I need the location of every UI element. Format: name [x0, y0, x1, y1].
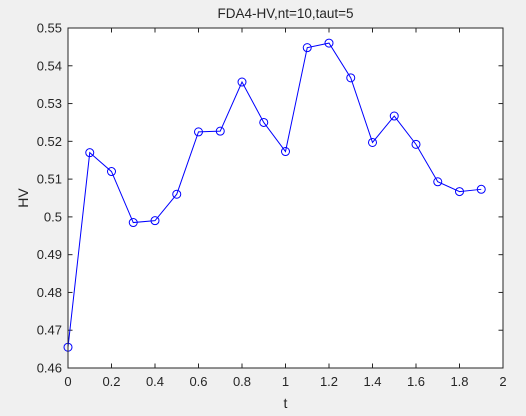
y-tick-label: 0.54	[37, 58, 62, 73]
data-point-marker	[128, 218, 138, 228]
x-tick-label: 1.8	[450, 374, 468, 389]
data-point-marker	[346, 73, 356, 83]
x-tick-label: 1.2	[320, 374, 338, 389]
data-point-marker	[215, 126, 225, 136]
data-point-marker	[433, 177, 443, 187]
x-tick-label: 2	[499, 374, 506, 389]
x-tick-label: 1.6	[407, 374, 425, 389]
x-tick-label: 0.6	[189, 374, 207, 389]
data-point-marker	[476, 184, 486, 194]
data-point-marker	[302, 43, 312, 53]
x-tick-label: 0.4	[146, 374, 164, 389]
data-point-marker	[172, 189, 182, 199]
plot-area	[68, 28, 503, 368]
y-tick-label: 0.51	[37, 172, 62, 187]
data-point-marker	[150, 216, 160, 226]
x-axis-label: t	[284, 395, 288, 411]
y-tick-label: 0.53	[37, 96, 62, 111]
x-tick-label: 0.8	[233, 374, 251, 389]
data-point-marker	[324, 38, 334, 48]
axes-box	[67, 27, 504, 369]
data-point-marker	[107, 167, 116, 177]
data-point-marker	[368, 137, 377, 147]
y-tick-label: 0.49	[37, 247, 62, 262]
y-tick-label: 0.52	[37, 134, 62, 149]
data-point-marker	[389, 111, 399, 121]
data-point-marker	[455, 187, 464, 197]
y-axis-label: HV	[15, 188, 31, 208]
data-point-marker	[281, 147, 290, 157]
y-tick-label: 0.46	[37, 361, 62, 376]
data-point-marker	[259, 117, 269, 127]
x-tick-label: 1.4	[363, 374, 381, 389]
data-point-marker	[194, 127, 203, 137]
x-tick-label: 1	[282, 374, 289, 389]
tick-labels: 0 0.2 0.4 0.6 0.8 1 1.2 1.4 1.6 1.8 2 0.46 0.47 0.48 0…	[37, 21, 507, 390]
chart-title: FDA4-HV,nt=10,taut=5	[217, 6, 353, 21]
data-point-marker	[411, 139, 421, 149]
y-tick-label: 0.5	[44, 209, 62, 224]
x-tick-label: 0	[64, 374, 71, 389]
data-point-marker	[85, 148, 95, 158]
data-point-marker	[237, 77, 247, 87]
y-tick-label: 0.47	[37, 323, 62, 338]
y-tick-label: 0.48	[37, 285, 62, 300]
series-layer	[63, 38, 486, 352]
x-tick-label: 0.2	[102, 374, 120, 389]
y-tick-label: 0.55	[37, 21, 62, 36]
